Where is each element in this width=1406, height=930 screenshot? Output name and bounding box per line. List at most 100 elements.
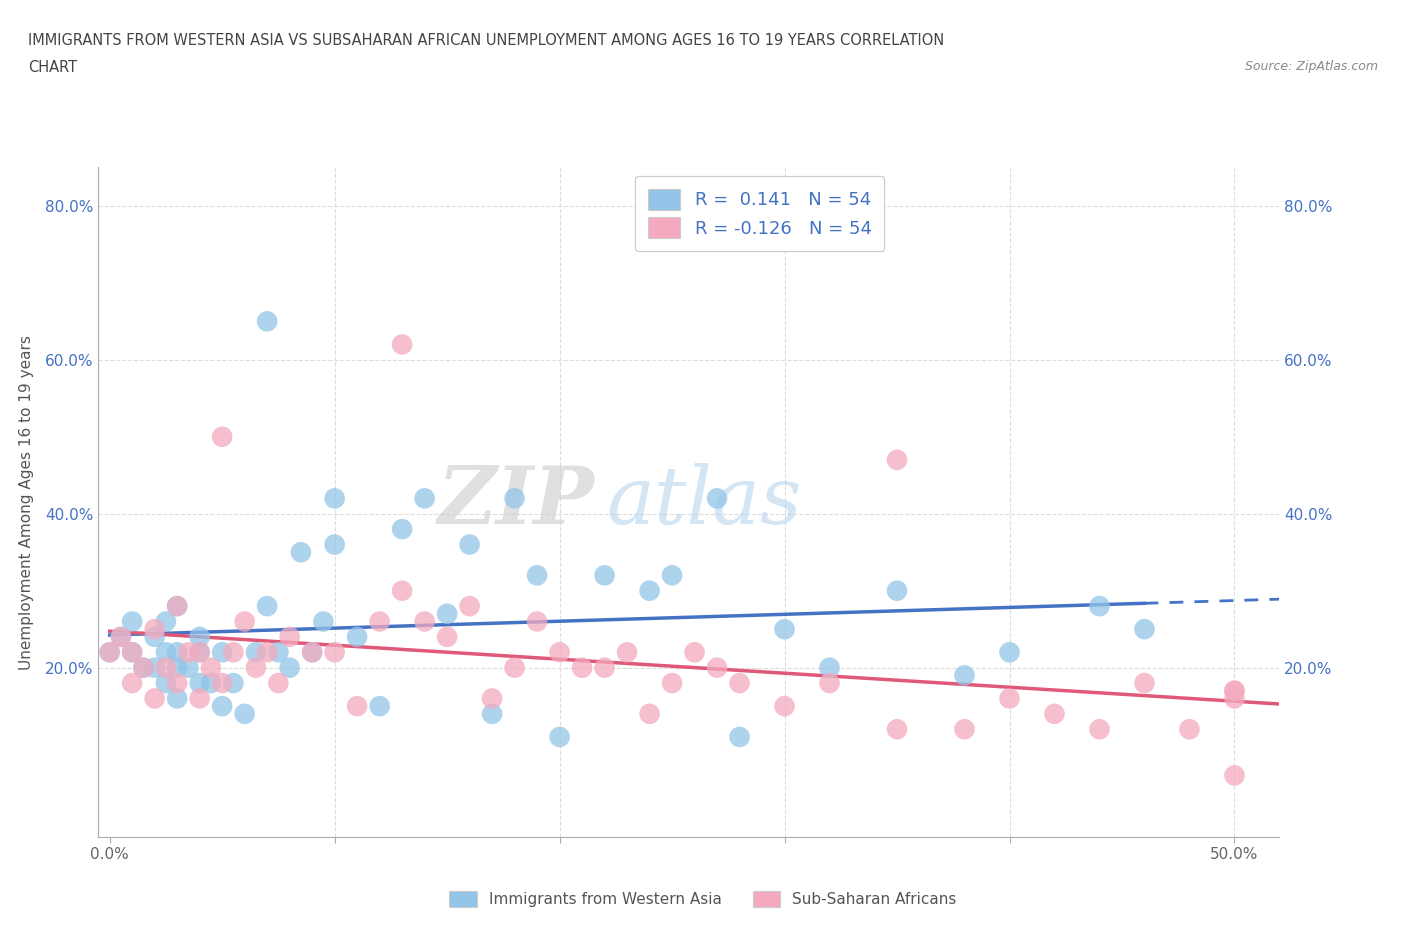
Point bbox=[391, 522, 413, 537]
Point bbox=[110, 630, 132, 644]
Point bbox=[1043, 707, 1066, 722]
Point bbox=[368, 614, 391, 629]
Legend: R =  0.141   N = 54, R = -0.126   N = 54: R = 0.141 N = 54, R = -0.126 N = 54 bbox=[636, 177, 884, 251]
Point bbox=[98, 644, 121, 659]
Point bbox=[818, 660, 841, 675]
Point bbox=[548, 729, 571, 744]
Point bbox=[177, 644, 200, 659]
Point bbox=[1223, 684, 1246, 698]
Point bbox=[256, 314, 278, 329]
Point bbox=[593, 660, 616, 675]
Point bbox=[683, 644, 706, 659]
Point bbox=[953, 668, 976, 683]
Text: Source: ZipAtlas.com: Source: ZipAtlas.com bbox=[1244, 60, 1378, 73]
Point bbox=[391, 583, 413, 598]
Point bbox=[121, 644, 143, 659]
Point bbox=[886, 452, 908, 467]
Point bbox=[200, 675, 222, 690]
Point bbox=[526, 568, 548, 583]
Point bbox=[638, 583, 661, 598]
Point bbox=[661, 675, 683, 690]
Point bbox=[458, 599, 481, 614]
Point bbox=[886, 583, 908, 598]
Point bbox=[188, 675, 211, 690]
Point bbox=[706, 660, 728, 675]
Text: IMMIGRANTS FROM WESTERN ASIA VS SUBSAHARAN AFRICAN UNEMPLOYMENT AMONG AGES 16 TO: IMMIGRANTS FROM WESTERN ASIA VS SUBSAHAR… bbox=[28, 33, 945, 47]
Point bbox=[222, 644, 245, 659]
Point bbox=[458, 538, 481, 552]
Point bbox=[886, 722, 908, 737]
Point bbox=[188, 630, 211, 644]
Point bbox=[301, 644, 323, 659]
Point bbox=[571, 660, 593, 675]
Point bbox=[436, 606, 458, 621]
Point bbox=[818, 675, 841, 690]
Point bbox=[953, 722, 976, 737]
Point bbox=[706, 491, 728, 506]
Text: CHART: CHART bbox=[28, 60, 77, 75]
Point bbox=[638, 707, 661, 722]
Point bbox=[98, 644, 121, 659]
Point bbox=[503, 491, 526, 506]
Point bbox=[1178, 722, 1201, 737]
Point bbox=[256, 599, 278, 614]
Point bbox=[773, 698, 796, 713]
Point bbox=[312, 614, 335, 629]
Point bbox=[323, 491, 346, 506]
Point bbox=[211, 698, 233, 713]
Point bbox=[143, 622, 166, 637]
Point bbox=[211, 430, 233, 445]
Point bbox=[1133, 675, 1156, 690]
Point bbox=[323, 538, 346, 552]
Point bbox=[526, 614, 548, 629]
Point bbox=[323, 644, 346, 659]
Point bbox=[728, 675, 751, 690]
Point bbox=[110, 630, 132, 644]
Point bbox=[188, 644, 211, 659]
Point bbox=[301, 644, 323, 659]
Point bbox=[155, 614, 177, 629]
Point bbox=[548, 644, 571, 659]
Point bbox=[188, 691, 211, 706]
Point bbox=[155, 644, 177, 659]
Point bbox=[1088, 599, 1111, 614]
Point bbox=[1133, 622, 1156, 637]
Point bbox=[661, 568, 683, 583]
Point bbox=[132, 660, 155, 675]
Point bbox=[278, 630, 301, 644]
Point bbox=[346, 630, 368, 644]
Point bbox=[188, 644, 211, 659]
Point bbox=[1223, 684, 1246, 698]
Point bbox=[166, 599, 188, 614]
Legend: Immigrants from Western Asia, Sub-Saharan Africans: Immigrants from Western Asia, Sub-Sahara… bbox=[443, 884, 963, 913]
Point bbox=[481, 707, 503, 722]
Point bbox=[346, 698, 368, 713]
Point bbox=[211, 675, 233, 690]
Point bbox=[245, 660, 267, 675]
Point bbox=[503, 660, 526, 675]
Point bbox=[413, 614, 436, 629]
Point bbox=[166, 660, 188, 675]
Point bbox=[200, 660, 222, 675]
Point bbox=[155, 675, 177, 690]
Point bbox=[166, 675, 188, 690]
Point bbox=[155, 660, 177, 675]
Point bbox=[413, 491, 436, 506]
Point bbox=[1088, 722, 1111, 737]
Point bbox=[481, 691, 503, 706]
Point bbox=[166, 644, 188, 659]
Text: atlas: atlas bbox=[606, 463, 801, 541]
Point bbox=[121, 644, 143, 659]
Point bbox=[593, 568, 616, 583]
Text: ZIP: ZIP bbox=[437, 463, 595, 541]
Point bbox=[132, 660, 155, 675]
Point bbox=[1223, 768, 1246, 783]
Point bbox=[728, 729, 751, 744]
Point bbox=[278, 660, 301, 675]
Point bbox=[267, 644, 290, 659]
Point bbox=[121, 614, 143, 629]
Point bbox=[222, 675, 245, 690]
Point bbox=[233, 707, 256, 722]
Y-axis label: Unemployment Among Ages 16 to 19 years: Unemployment Among Ages 16 to 19 years bbox=[18, 335, 34, 670]
Point bbox=[211, 644, 233, 659]
